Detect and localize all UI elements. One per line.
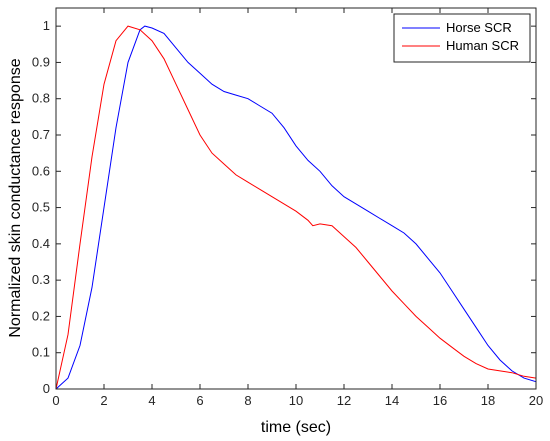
y-tick-label: 0.5 — [32, 200, 50, 215]
y-tick-label: 0.7 — [32, 127, 50, 142]
y-tick-label: 0 — [43, 381, 50, 396]
x-axis-label: time (sec) — [261, 419, 331, 436]
x-axis-ticks: 0 2 4 6 8 10 12 14 16 18 20 — [52, 8, 543, 408]
y-axis-label: Normalized skin conductance response — [7, 58, 24, 337]
x-tick-label: 6 — [196, 393, 203, 408]
y-tick-label: 0.3 — [32, 272, 50, 287]
legend-label-1: Horse SCR — [446, 20, 512, 35]
y-tick-label: 0.2 — [32, 308, 50, 323]
series-line-1 — [55, 25, 537, 390]
plot-area — [56, 8, 536, 389]
legend: Horse SCR Human SCR — [393, 13, 531, 63]
y-tick-label: 0.8 — [32, 91, 50, 106]
x-tick-label: 18 — [481, 393, 495, 408]
series-line-2 — [55, 25, 537, 390]
y-tick-label: 1 — [43, 18, 50, 33]
x-tick-label: 16 — [433, 393, 447, 408]
x-tick-label: 4 — [148, 393, 155, 408]
x-tick-label: 0 — [52, 393, 59, 408]
series-lines — [55, 25, 537, 390]
x-tick-label: 10 — [289, 393, 303, 408]
x-tick-label: 14 — [385, 393, 399, 408]
x-tick-label: 8 — [244, 393, 251, 408]
x-tick-label: 12 — [337, 393, 351, 408]
y-tick-label: 0.9 — [32, 54, 50, 69]
y-axis-ticks: 0 0.1 0.2 0.3 0.4 0.5 0.6 0.7 0.8 0.9 1 — [32, 18, 536, 396]
y-tick-label: 0.4 — [32, 236, 50, 251]
x-tick-label: 2 — [100, 393, 107, 408]
legend-label-2: Human SCR — [446, 38, 519, 53]
y-tick-label: 0.1 — [32, 345, 50, 360]
x-tick-label: 20 — [529, 393, 543, 408]
y-tick-label: 0.6 — [32, 163, 50, 178]
